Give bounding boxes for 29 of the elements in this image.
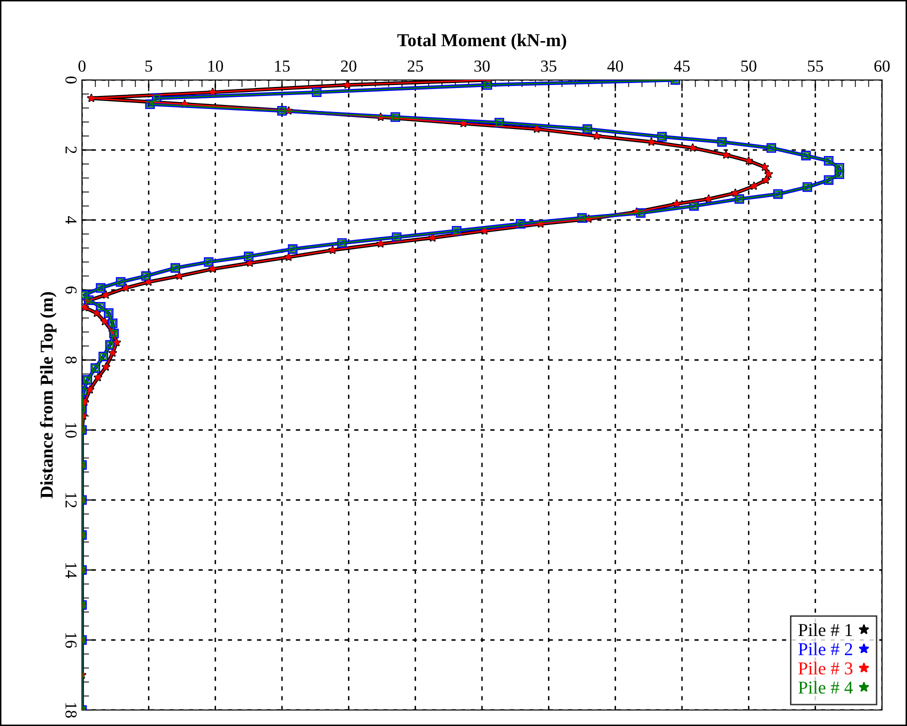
x-tick-label: 35 [541, 60, 556, 72]
legend-label: Pile # 4 [798, 680, 853, 694]
y-tick-label: 12 [66, 493, 77, 508]
x-axis-title: Total Moment (kN-m) [397, 34, 566, 50]
y-tick-label: 2 [66, 146, 77, 154]
x-tick-label: 45 [674, 60, 690, 72]
x-tick-label: 30 [474, 60, 490, 72]
y-tick-label: 18 [65, 703, 77, 718]
x-tick-label: 25 [408, 60, 424, 72]
legend-label: Pile # 1 [798, 623, 852, 636]
y-tick-label: 10 [65, 423, 77, 438]
y-tick-label: 0 [65, 76, 77, 84]
y-tick-label: 8 [65, 356, 77, 364]
y-axis-title: Distance from Pile Top (m) [40, 292, 56, 498]
y-tick-label: 6 [65, 286, 77, 294]
x-tick-label: 60 [874, 60, 890, 72]
x-tick-label: 10 [208, 60, 224, 72]
x-tick-label: 0 [78, 60, 86, 72]
x-tick-label: 20 [341, 60, 356, 72]
x-tick-label: 5 [145, 60, 152, 72]
x-tick-label: 50 [741, 60, 756, 72]
legend-label: Pile # 3 [798, 662, 852, 674]
x-tick-label: 15 [275, 60, 290, 72]
y-tick-label: 14 [66, 563, 77, 578]
y-tick-label: 4 [66, 216, 77, 224]
x-tick-label: 40 [607, 60, 624, 72]
y-tick-label: 16 [65, 633, 77, 648]
x-tick-label: 55 [808, 60, 824, 72]
legend-label: Pile # 2 [798, 642, 852, 656]
